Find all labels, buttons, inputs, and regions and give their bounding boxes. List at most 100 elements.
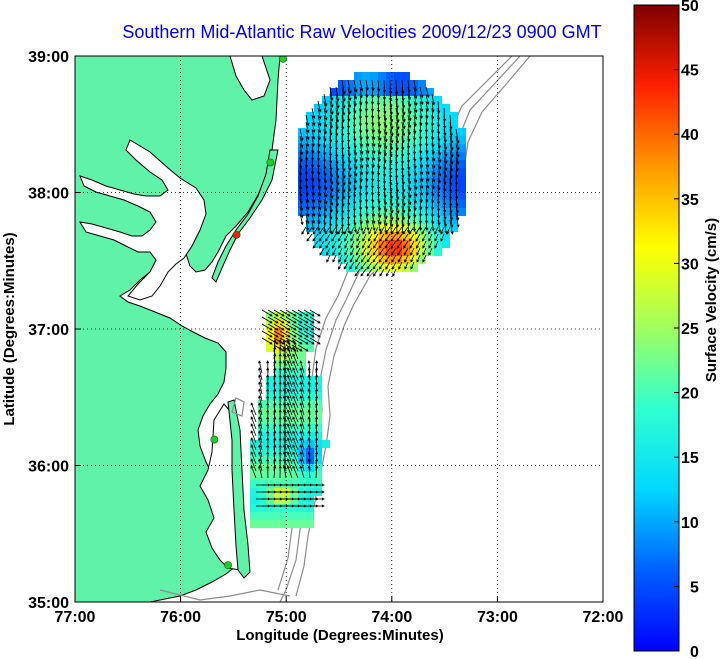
velocity-arrow bbox=[325, 247, 331, 256]
velocity-cell bbox=[426, 120, 434, 128]
velocity-arrow bbox=[315, 451, 319, 465]
velocity-cell bbox=[346, 232, 354, 240]
velocity-arrow bbox=[359, 86, 363, 99]
station-marker bbox=[266, 158, 275, 167]
velocity-arrow bbox=[258, 458, 263, 472]
velocity-arrow bbox=[305, 212, 310, 225]
velocity-cell bbox=[426, 88, 434, 96]
velocity-cell bbox=[370, 160, 378, 168]
velocity-cell bbox=[258, 472, 266, 480]
velocity-cell bbox=[306, 136, 314, 144]
velocity-arrow bbox=[391, 261, 397, 270]
velocity-arrow bbox=[261, 330, 273, 338]
velocity-cell bbox=[290, 448, 298, 456]
velocity-arrow bbox=[311, 184, 316, 196]
velocity-arrow bbox=[305, 219, 310, 232]
velocity-cell bbox=[426, 240, 434, 248]
velocity-cell bbox=[354, 232, 362, 240]
velocity-arrow bbox=[389, 121, 394, 137]
velocity-arrow bbox=[318, 233, 325, 242]
velocity-arrow bbox=[377, 212, 382, 226]
velocity-arrow bbox=[282, 381, 287, 395]
velocity-cell bbox=[386, 200, 394, 208]
velocity-cell bbox=[402, 144, 410, 152]
velocity-arrow bbox=[286, 458, 293, 472]
velocity-cell bbox=[418, 80, 426, 88]
velocity-arrow bbox=[335, 100, 340, 116]
velocity-cell bbox=[426, 176, 434, 184]
velocity-arrow bbox=[310, 490, 325, 494]
colorbar-ticks bbox=[674, 69, 679, 587]
velocity-arrow bbox=[366, 268, 373, 277]
velocity-cell bbox=[354, 192, 362, 200]
velocity-cell bbox=[314, 432, 322, 440]
velocity-arrow bbox=[413, 100, 418, 113]
velocity-arrow bbox=[402, 226, 409, 235]
velocity-cell bbox=[354, 128, 362, 136]
velocity-cell bbox=[306, 144, 314, 152]
velocity-cell bbox=[370, 88, 378, 96]
velocity-arrow bbox=[443, 149, 448, 165]
velocity-arrow bbox=[310, 504, 325, 508]
velocity-arrow bbox=[332, 247, 337, 256]
velocity-arrow bbox=[413, 184, 418, 197]
velocity-cell bbox=[274, 400, 282, 408]
x-tick-label: 74:00 bbox=[371, 609, 412, 626]
velocity-cell bbox=[410, 248, 418, 256]
velocity-cell bbox=[266, 392, 274, 400]
velocity-arrow bbox=[359, 156, 364, 169]
velocity-cell bbox=[258, 400, 266, 408]
velocity-arrow bbox=[317, 184, 322, 197]
velocity-arrow bbox=[286, 437, 293, 451]
velocity-arrow bbox=[309, 330, 321, 338]
velocity-cell bbox=[290, 424, 298, 432]
velocity-cell bbox=[450, 176, 458, 184]
velocity-arrow bbox=[371, 128, 376, 141]
velocity-arrow bbox=[355, 254, 361, 263]
velocity-arrow bbox=[408, 226, 415, 235]
velocity-arrow bbox=[384, 240, 391, 249]
velocity-arrow bbox=[337, 226, 343, 235]
velocity-cell bbox=[266, 472, 274, 480]
velocity-arrow bbox=[292, 395, 299, 409]
velocity-arrow bbox=[337, 233, 343, 242]
velocity-arrow bbox=[292, 388, 299, 402]
velocity-cell bbox=[290, 368, 298, 376]
velocity-arrow bbox=[303, 316, 315, 324]
grid-lines bbox=[75, 56, 603, 602]
velocity-cell bbox=[274, 448, 282, 456]
velocity-arrow bbox=[261, 309, 273, 317]
velocity-arrow bbox=[401, 184, 406, 200]
velocity-arrow bbox=[455, 142, 460, 158]
velocity-arrow bbox=[307, 395, 311, 409]
velocity-cell bbox=[314, 200, 322, 208]
velocity-cell bbox=[378, 168, 386, 176]
velocity-arrow bbox=[344, 233, 349, 242]
velocity-arrow bbox=[267, 309, 279, 317]
velocity-arrow bbox=[389, 205, 394, 221]
velocity-arrow bbox=[297, 330, 309, 338]
velocity-cell bbox=[394, 168, 402, 176]
velocity-arrow bbox=[383, 135, 388, 150]
velocity-cell bbox=[266, 512, 274, 520]
velocity-arrow bbox=[258, 451, 263, 465]
velocity-arrow bbox=[299, 444, 305, 458]
velocity-cell bbox=[386, 144, 394, 152]
velocity-cell bbox=[306, 112, 314, 120]
velocity-cell bbox=[290, 512, 298, 520]
velocity-cell bbox=[314, 472, 322, 480]
velocity-cell bbox=[378, 256, 386, 264]
velocity-cell bbox=[306, 152, 314, 160]
velocity-arrow bbox=[404, 261, 409, 270]
outer-banks bbox=[227, 399, 251, 579]
velocity-arrow bbox=[317, 121, 322, 134]
velocity-cell bbox=[402, 208, 410, 216]
velocity-arrow bbox=[324, 233, 331, 242]
x-tick-label: 76:00 bbox=[160, 609, 201, 626]
velocity-cell bbox=[314, 128, 322, 136]
velocity-cell bbox=[362, 208, 370, 216]
velocity-arrow bbox=[286, 339, 293, 353]
velocity-cell bbox=[434, 136, 442, 144]
velocity-arrow bbox=[303, 323, 315, 331]
velocity-arrow bbox=[305, 114, 310, 127]
